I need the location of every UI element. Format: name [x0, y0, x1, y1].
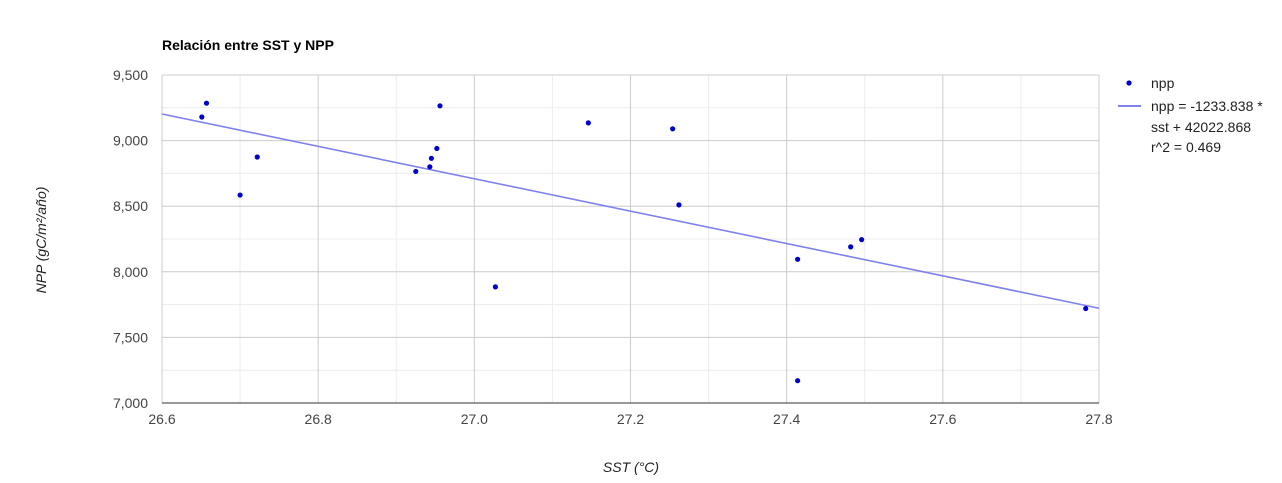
legend-npp-marker — [1126, 80, 1132, 86]
data-point — [676, 202, 682, 208]
x-tick-label: 26.8 — [305, 411, 332, 427]
chart-title: Relación entre SST y NPP — [162, 37, 334, 53]
grid — [161, 74, 1100, 404]
data-point — [859, 237, 865, 243]
y-tick-label: 9,000 — [113, 133, 148, 149]
y-axis-title: NPP (gC/m²/año) — [33, 187, 49, 294]
data-point — [585, 120, 591, 126]
x-tick-label: 27.0 — [461, 411, 488, 427]
legend: npp npp = -1233.838 * sst + 42022.868 r^… — [1118, 75, 1263, 155]
data-point — [492, 284, 499, 290]
data-point — [428, 155, 434, 161]
x-tick-label: 26.6 — [148, 411, 175, 427]
x-tick-label: 27.6 — [929, 411, 956, 427]
x-tick-label: 27.4 — [773, 411, 800, 427]
legend-trendline-label-1: npp = -1233.838 * — [1151, 98, 1263, 114]
y-tick-label: 8,500 — [113, 198, 148, 214]
trendline — [161, 113, 1100, 310]
legend-trendline-label-2: sst + 42022.868 — [1151, 119, 1251, 135]
y-tick-label: 7,000 — [113, 395, 148, 411]
data-point — [427, 164, 433, 170]
data-point — [1083, 305, 1089, 312]
data-point — [794, 256, 801, 262]
data-point — [237, 192, 243, 198]
data-point — [794, 378, 801, 384]
data-point — [254, 154, 260, 160]
data-point — [199, 114, 205, 120]
data-points — [199, 100, 1089, 384]
data-point — [203, 100, 210, 106]
legend-npp-label: npp — [1151, 75, 1175, 91]
tick-labels: 26.6 26.8 27.0 27.2 27.4 27.6 27.8 7,000 7,500 8,… — [113, 67, 1113, 427]
data-point — [670, 126, 676, 132]
trendline-layer — [161, 113, 1100, 310]
legend-trendline-label-3: r^2 = 0.469 — [1151, 139, 1221, 155]
data-point — [413, 168, 419, 175]
data-point — [848, 244, 854, 250]
x-tick-label: 27.8 — [1085, 411, 1112, 427]
y-tick-label: 7,500 — [113, 329, 148, 345]
data-point — [437, 103, 443, 109]
x-axis-title: SST (°C) — [603, 459, 659, 475]
y-tick-label: 8,000 — [113, 264, 148, 280]
data-point — [434, 145, 440, 152]
x-tick-label: 27.2 — [617, 411, 644, 427]
y-tick-label: 9,500 — [113, 67, 148, 83]
